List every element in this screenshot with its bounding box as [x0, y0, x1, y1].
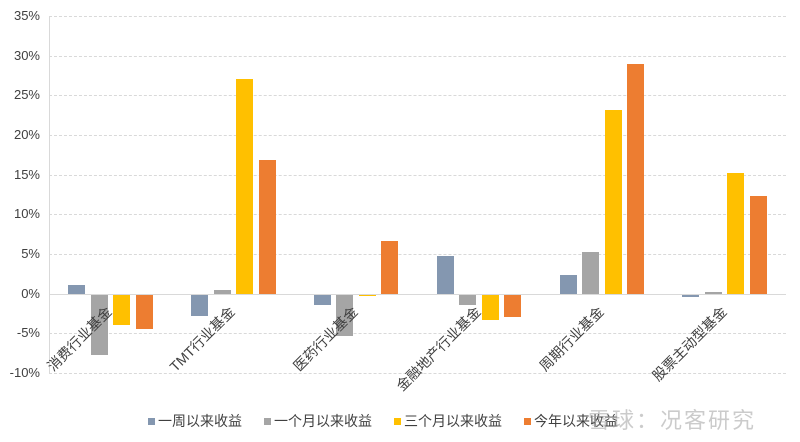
- bar: [336, 293, 354, 337]
- y-tick-label: 10%: [13, 206, 40, 222]
- gridline: [49, 135, 786, 136]
- bar: [90, 293, 108, 355]
- legend-label: 一个月以来收益: [274, 413, 372, 429]
- y-tick-label: -5%: [16, 325, 40, 341]
- legend-swatch-icon: [264, 417, 271, 425]
- bar: [504, 293, 522, 317]
- gridline: [49, 333, 786, 335]
- legend-item: 三个月以来收益: [394, 411, 502, 431]
- y-tick-label: -10%: [9, 365, 40, 380]
- y-axis-line: [49, 16, 50, 373]
- bar: [582, 252, 599, 294]
- x-tick-label: 医药行业基金: [290, 303, 361, 374]
- bar: [727, 173, 745, 294]
- legend-label: 今年以来收益: [534, 413, 618, 429]
- bar: [749, 196, 767, 294]
- gridline: [49, 373, 786, 374]
- gridline: [49, 55, 786, 57]
- legend-item: 今年以来收益: [524, 411, 618, 431]
- y-tick-label: 20%: [13, 127, 40, 142]
- legend-item: 一个月以来收益: [264, 411, 372, 431]
- legend-swatch-icon: [524, 417, 531, 425]
- bar: [68, 284, 86, 294]
- legend: 一周以来收益 一个月以来收益 三个月以来收益 今年以来收益: [148, 411, 640, 431]
- bar: [113, 293, 131, 326]
- x-tick-label: 金融地产行业基金: [393, 303, 484, 394]
- y-tick-label: 25%: [13, 87, 40, 103]
- y-tick-label: 30%: [13, 47, 40, 63]
- bar: [459, 293, 477, 305]
- bar: [135, 293, 153, 330]
- bar: [627, 64, 644, 294]
- y-tick-label: 35%: [13, 8, 40, 23]
- y-tick-label: 5%: [21, 246, 40, 261]
- bar: [313, 293, 331, 305]
- bar: [559, 274, 577, 294]
- gridline: [49, 214, 786, 216]
- bar: [682, 293, 700, 297]
- bar: [704, 292, 722, 294]
- bar: [236, 78, 253, 294]
- legend-swatch-icon: [394, 417, 401, 425]
- legend-swatch-icon: [148, 417, 155, 425]
- zero-baseline: [49, 293, 786, 295]
- y-tick-label: 0%: [21, 285, 40, 301]
- bar: [258, 159, 276, 294]
- gridline: [49, 95, 786, 97]
- gridline: [49, 174, 786, 176]
- bar: [213, 289, 231, 294]
- gridline: [49, 254, 786, 255]
- bar: [604, 109, 622, 294]
- y-tick-label: 15%: [13, 166, 40, 182]
- bar: [481, 293, 499, 320]
- x-tick-label: 周期行业基金: [535, 303, 607, 374]
- legend-label: 一周以来收益: [158, 413, 242, 429]
- bar: [191, 293, 208, 316]
- watermark: 雪球：况客研究: [588, 408, 757, 433]
- gridline: [49, 16, 786, 17]
- bar: [358, 293, 376, 297]
- bar: [436, 256, 454, 294]
- legend-item: 一周以来收益: [148, 411, 242, 431]
- bar: [381, 240, 399, 294]
- legend-label: 三个月以来收益: [404, 413, 502, 429]
